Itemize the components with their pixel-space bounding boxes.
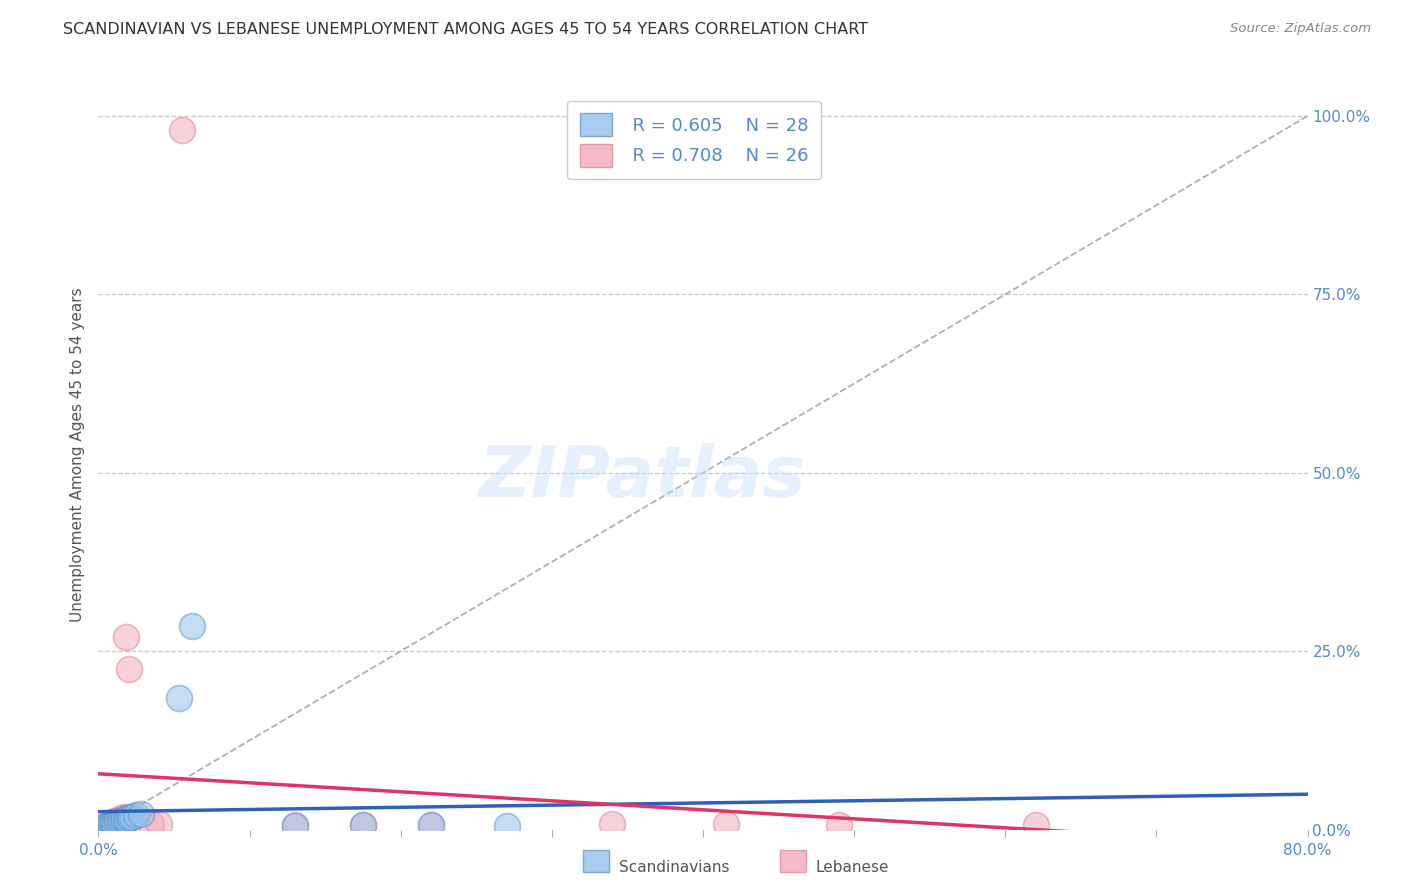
Point — [125, 808, 148, 822]
Point — [100, 818, 122, 832]
Point — [104, 816, 127, 830]
Point — [111, 811, 134, 825]
Point — [105, 815, 128, 830]
Point — [100, 817, 122, 831]
Point — [110, 812, 132, 826]
Point — [101, 817, 124, 831]
Y-axis label: Unemployment Among Ages 45 to 54 years: Unemployment Among Ages 45 to 54 years — [70, 287, 86, 623]
Point — [420, 817, 443, 831]
Point — [495, 819, 517, 833]
Point — [110, 814, 132, 828]
Point — [104, 814, 127, 828]
Point — [107, 815, 129, 830]
Point — [114, 630, 136, 644]
Point — [129, 806, 152, 821]
Point — [112, 812, 135, 826]
Point — [94, 819, 117, 833]
Point — [103, 818, 125, 832]
Point — [108, 812, 131, 826]
Point — [98, 817, 121, 831]
Point — [115, 812, 138, 826]
Point — [114, 813, 136, 827]
Point — [1024, 817, 1046, 831]
Text: Source: ZipAtlas.com: Source: ZipAtlas.com — [1230, 22, 1371, 36]
Point — [118, 810, 141, 824]
Point — [94, 820, 117, 834]
Point — [148, 817, 170, 831]
Point — [284, 819, 307, 833]
Point — [714, 817, 737, 831]
Point — [112, 810, 135, 824]
Text: SCANDINAVIAN VS LEBANESE UNEMPLOYMENT AMONG AGES 45 TO 54 YEARS CORRELATION CHAR: SCANDINAVIAN VS LEBANESE UNEMPLOYMENT AM… — [63, 22, 869, 37]
Point — [602, 817, 624, 831]
Point — [828, 817, 851, 831]
Point — [91, 821, 114, 835]
Point — [103, 817, 125, 831]
Text: Scandinavians: Scandinavians — [619, 860, 730, 874]
Point — [170, 123, 193, 137]
Point — [141, 817, 163, 831]
Point — [96, 819, 118, 833]
Point — [107, 813, 129, 827]
Point — [111, 814, 134, 828]
Point — [108, 814, 131, 828]
FancyBboxPatch shape — [583, 850, 609, 872]
Point — [118, 662, 141, 676]
Point — [420, 818, 443, 832]
Point — [103, 817, 125, 831]
Point — [284, 818, 307, 832]
Point — [121, 810, 143, 824]
FancyBboxPatch shape — [780, 850, 806, 872]
Point — [181, 619, 204, 633]
Point — [96, 818, 118, 832]
Point — [98, 819, 121, 833]
Point — [352, 818, 374, 832]
Point — [101, 815, 124, 830]
Point — [120, 811, 142, 825]
Text: Lebanese: Lebanese — [815, 860, 889, 874]
Point — [91, 820, 114, 834]
Legend:   R = 0.605    N = 28,   R = 0.708    N = 26: R = 0.605 N = 28, R = 0.708 N = 26 — [567, 101, 821, 179]
Point — [352, 817, 374, 831]
Point — [105, 814, 128, 828]
Point — [167, 690, 190, 705]
Text: ZIPatlas: ZIPatlas — [479, 443, 806, 512]
